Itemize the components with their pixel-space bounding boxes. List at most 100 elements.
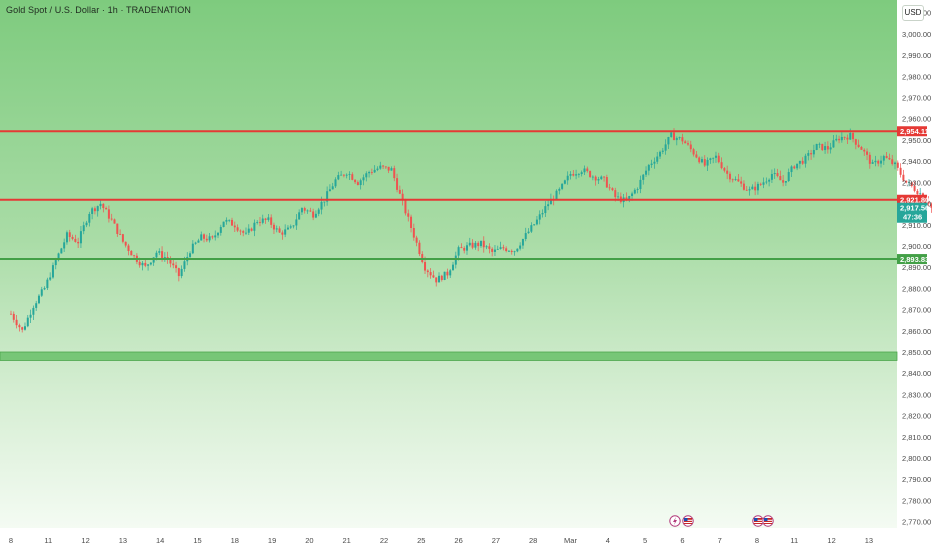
candle-body xyxy=(471,242,474,248)
time-tick-label: 15 xyxy=(193,536,201,545)
candle-body xyxy=(907,182,910,184)
candle-body xyxy=(740,181,743,184)
candle-body xyxy=(328,189,331,192)
time-tick-label: 21 xyxy=(343,536,351,545)
candle-body xyxy=(689,144,692,150)
candle-body xyxy=(603,176,606,178)
candle-body xyxy=(446,271,449,276)
candle-body xyxy=(180,268,183,277)
candle-body xyxy=(435,277,438,283)
candle-body xyxy=(838,138,841,141)
candle-body xyxy=(74,238,77,242)
candle-body xyxy=(54,260,57,266)
candle-body xyxy=(398,189,401,194)
candle-body xyxy=(396,178,399,190)
candle-body xyxy=(653,161,656,164)
candle-body xyxy=(194,242,197,244)
candle-body xyxy=(222,221,225,227)
candle-body xyxy=(742,183,745,190)
candle-body xyxy=(700,159,703,163)
candle-body xyxy=(558,188,561,191)
candle-body xyxy=(905,180,908,183)
candle-body xyxy=(426,270,429,273)
candle-body xyxy=(726,170,729,174)
candle-body xyxy=(155,252,158,258)
candle-body xyxy=(790,166,793,173)
candle-body xyxy=(424,262,427,271)
candle-body xyxy=(289,226,292,228)
candle-body xyxy=(29,314,32,318)
candle-body xyxy=(465,245,468,251)
candle-body xyxy=(852,132,855,140)
candle-body xyxy=(368,171,371,174)
candle-body xyxy=(874,160,877,163)
candle-body xyxy=(60,248,63,254)
candle-body xyxy=(359,180,362,185)
candle-body xyxy=(404,200,407,214)
candle-body xyxy=(169,258,172,264)
candle-body xyxy=(102,203,105,209)
candle-body xyxy=(281,232,284,235)
price-axis-panel xyxy=(897,0,932,550)
candle-body xyxy=(231,219,234,226)
candle-body xyxy=(189,253,192,257)
currency-button[interactable]: USD xyxy=(902,5,924,21)
price-tick-label: 2,990.00 xyxy=(902,51,931,60)
candle-body xyxy=(477,242,480,247)
candle-body xyxy=(292,225,295,227)
candle-body xyxy=(242,231,245,233)
candle-body xyxy=(12,313,15,320)
level-price-badge xyxy=(897,126,927,137)
candle-body xyxy=(563,180,566,184)
candle-body xyxy=(510,250,513,252)
candle-body xyxy=(18,325,21,328)
time-tick-label: 11 xyxy=(790,536,798,545)
candle-body xyxy=(888,157,891,160)
price-tick-label: 2,880.00 xyxy=(902,284,931,293)
candle-body xyxy=(782,180,785,183)
candle-body xyxy=(555,190,558,200)
candle-body xyxy=(524,233,527,240)
candle-body xyxy=(787,172,790,182)
candle-body xyxy=(239,230,242,232)
candle-body xyxy=(314,213,317,218)
candle-body xyxy=(410,216,413,229)
candle-body xyxy=(79,231,82,244)
candle-body xyxy=(804,155,807,164)
candle-body xyxy=(401,193,404,201)
candle-body xyxy=(270,217,273,225)
candle-body xyxy=(96,206,99,212)
chart-background xyxy=(0,0,897,528)
candle-body xyxy=(513,251,516,253)
candle-body xyxy=(130,250,133,256)
level-price-badge xyxy=(897,194,927,205)
candle-body xyxy=(138,261,141,266)
candle-body xyxy=(323,201,326,203)
candle-body xyxy=(460,247,463,249)
candle-body xyxy=(65,232,68,243)
candle-body xyxy=(667,137,670,145)
price-tick-label: 2,860.00 xyxy=(902,327,931,336)
candle-body xyxy=(675,138,678,141)
candle-body xyxy=(105,208,108,210)
candle-body xyxy=(659,151,662,157)
candle-body xyxy=(474,242,477,248)
candle-body xyxy=(272,224,275,230)
candle-body xyxy=(866,151,869,155)
candle-body xyxy=(482,240,485,248)
candle-body xyxy=(387,166,390,171)
candle-body xyxy=(706,159,709,166)
candle-body xyxy=(161,251,164,259)
candle-body xyxy=(116,223,119,234)
candle-body xyxy=(51,265,54,278)
candle-body xyxy=(452,264,455,271)
candle-body xyxy=(754,186,757,191)
candle-body xyxy=(751,186,754,190)
candle-body xyxy=(840,136,843,141)
candle-body xyxy=(686,143,689,145)
candle-body xyxy=(267,217,270,220)
time-tick-label: 28 xyxy=(529,536,537,545)
candle-body xyxy=(807,153,810,156)
